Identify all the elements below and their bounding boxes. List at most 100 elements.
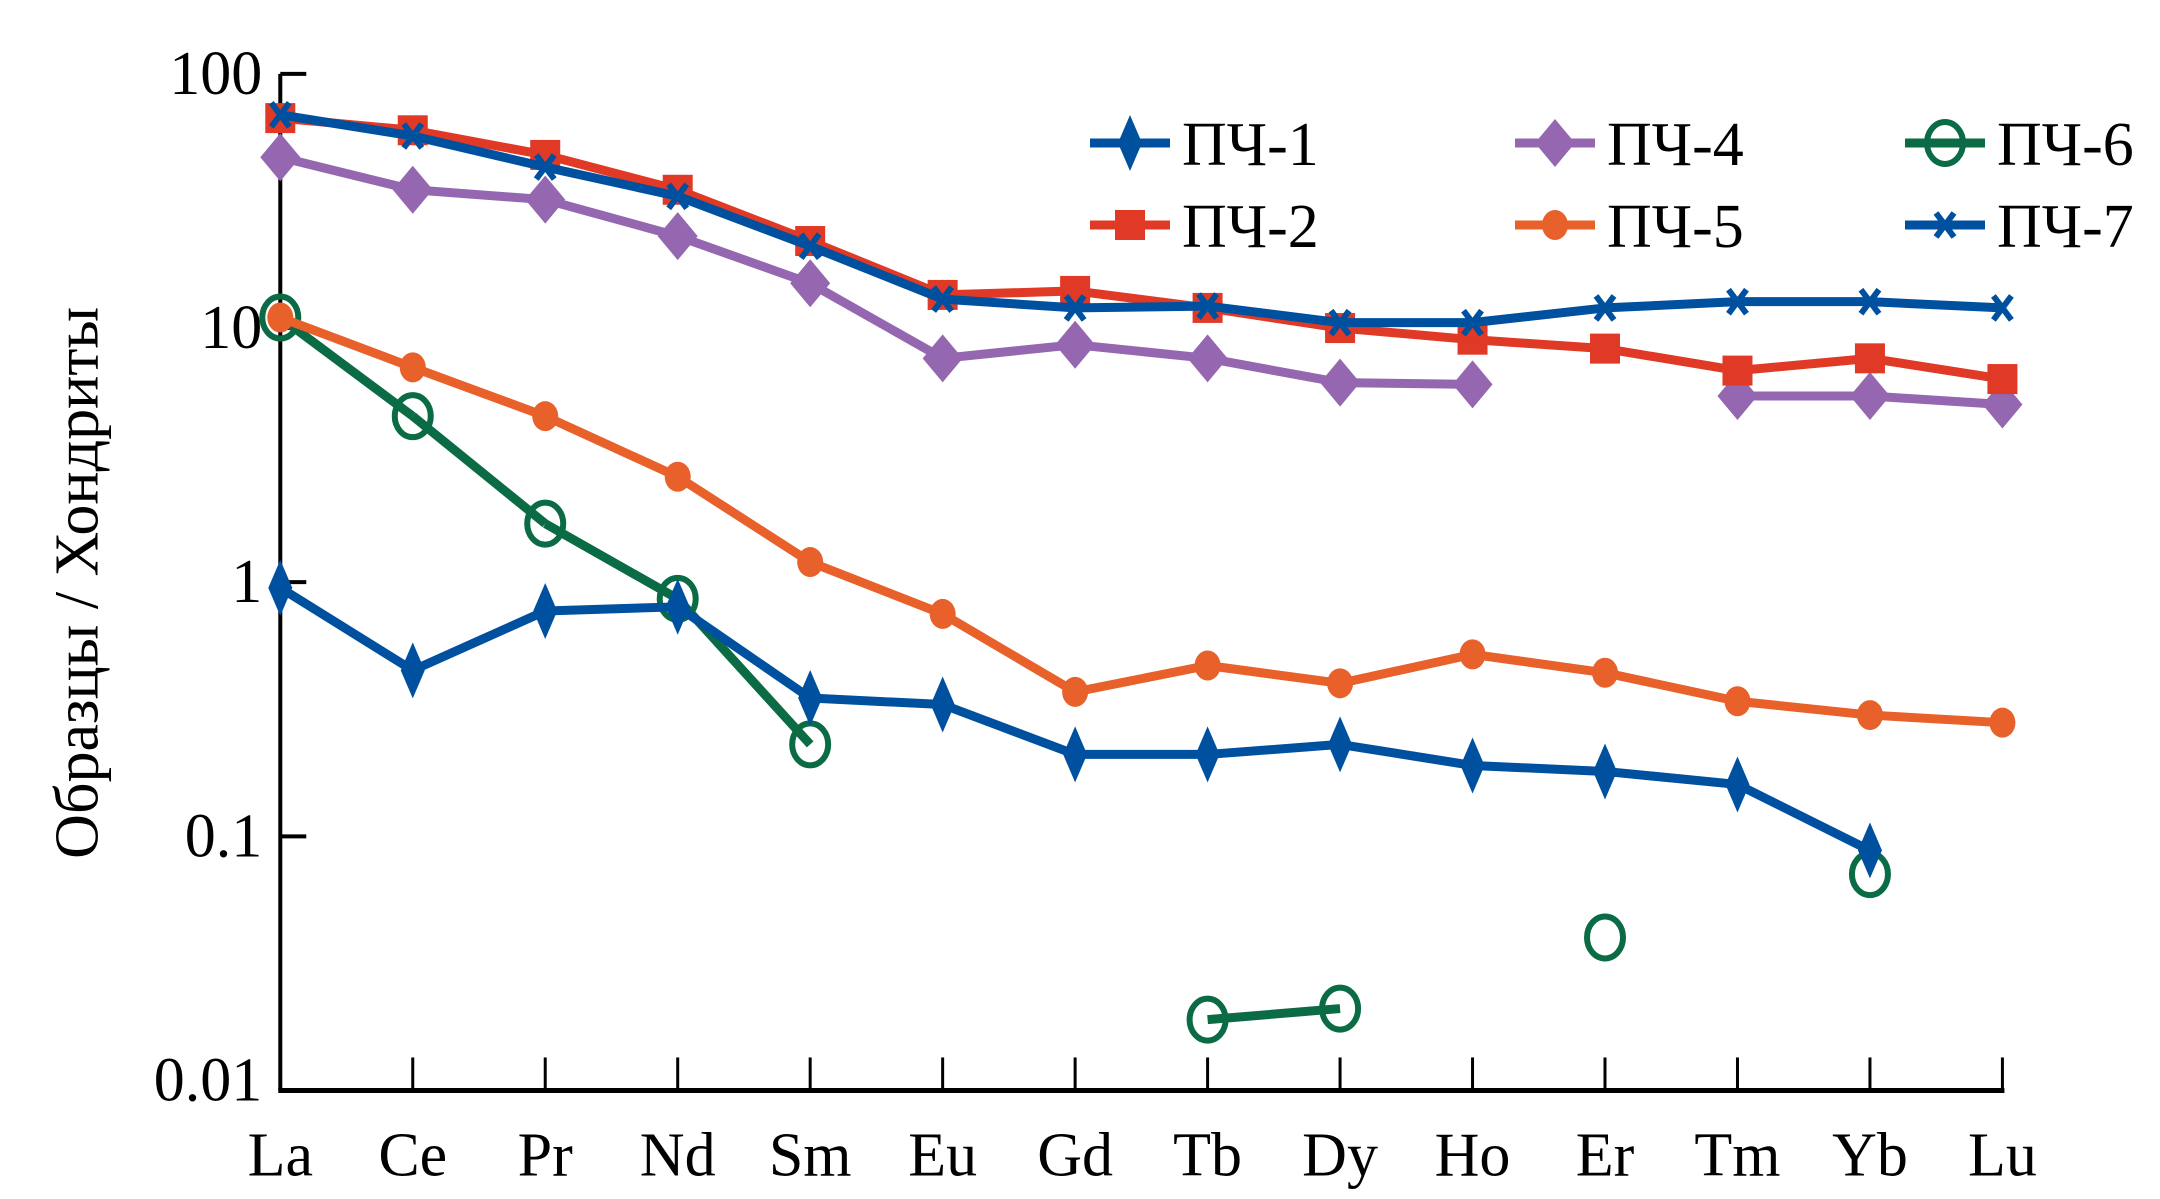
series-line-segment bbox=[1869, 297, 2003, 313]
open-circle-marker bbox=[391, 392, 434, 441]
x-marker bbox=[931, 285, 955, 313]
series-line-segment bbox=[1207, 1004, 1341, 1025]
series-line-segment bbox=[543, 519, 680, 603]
series-line-segment bbox=[411, 363, 547, 421]
series-ПЧ-1 bbox=[268, 559, 1882, 879]
series-line-segment bbox=[1471, 649, 1606, 678]
y-axis-title: Образцы / Хондриты bbox=[44, 307, 112, 859]
series-layer bbox=[259, 101, 2023, 1044]
x-marker-stroke bbox=[268, 101, 292, 129]
series-line-segment bbox=[544, 162, 679, 201]
x-marker-stroke bbox=[533, 153, 557, 181]
series-line-segment bbox=[675, 472, 813, 566]
series-line-segment bbox=[1604, 766, 1738, 789]
x-marker-stroke bbox=[931, 285, 955, 313]
series-line-segment bbox=[544, 195, 679, 241]
square-marker bbox=[1854, 343, 1885, 374]
legend-label: ПЧ-5 bbox=[1607, 193, 1744, 261]
y-tick-label: 1 bbox=[231, 548, 262, 616]
series-line-segment bbox=[1472, 760, 1606, 776]
series-line-segment bbox=[1869, 710, 2003, 728]
x-marker-stroke bbox=[1063, 294, 1087, 322]
diamond-marker bbox=[922, 334, 963, 383]
diamond-marker bbox=[392, 165, 433, 214]
thin-diamond-marker bbox=[1328, 716, 1353, 773]
square-marker bbox=[1987, 364, 2018, 395]
square-marker bbox=[1060, 275, 1091, 306]
x-marker bbox=[798, 232, 822, 260]
circle-marker bbox=[1459, 639, 1486, 670]
thin-diamond-marker bbox=[1725, 756, 1750, 813]
series-line-segment bbox=[278, 313, 415, 372]
x-marker-stroke bbox=[401, 122, 425, 150]
series-line-segment bbox=[1604, 297, 1738, 313]
series-line-segment bbox=[1737, 353, 1871, 376]
x-marker-stroke bbox=[1328, 308, 1352, 337]
series-line-segment bbox=[544, 150, 679, 195]
diamond-marker bbox=[525, 175, 566, 224]
legend-item-ПЧ-1: ПЧ-1 bbox=[1090, 111, 1319, 179]
series-ПЧ-5 bbox=[267, 302, 2016, 738]
series-line-segment bbox=[942, 294, 1076, 313]
x-marker bbox=[1933, 211, 1957, 239]
circle-marker bbox=[1194, 650, 1221, 681]
series-line-segment bbox=[1737, 696, 1871, 720]
series-ПЧ-6 bbox=[259, 293, 1891, 1044]
x-marker bbox=[666, 182, 690, 211]
circle-marker bbox=[532, 401, 559, 432]
series-line-segment bbox=[1074, 340, 1209, 363]
x-marker bbox=[1858, 287, 1882, 316]
series-line-segment bbox=[1339, 649, 1474, 688]
x-marker-stroke bbox=[1991, 294, 2014, 322]
thin-diamond-marker bbox=[1195, 726, 1220, 783]
legend-item-ПЧ-5: ПЧ-5 bbox=[1515, 193, 1744, 261]
x-marker bbox=[1726, 287, 1749, 316]
circle-marker bbox=[1592, 657, 1619, 688]
x-tick-label: Nd bbox=[640, 1121, 716, 1189]
square-marker bbox=[1115, 210, 1145, 240]
x-marker-stroke bbox=[1858, 287, 1882, 316]
diamond-marker bbox=[1187, 334, 1228, 383]
series-line-segment bbox=[941, 700, 1077, 759]
series-line-segment bbox=[1339, 323, 1473, 345]
circle-marker bbox=[267, 302, 294, 333]
x-tick-label: Eu bbox=[908, 1121, 977, 1189]
thin-diamond-marker bbox=[400, 642, 425, 699]
diamond-marker bbox=[790, 259, 831, 308]
y-tick-label: 0.01 bbox=[154, 1046, 263, 1114]
y-tick-label: 0.1 bbox=[185, 802, 263, 870]
x-marker-stroke bbox=[1196, 292, 1219, 320]
x-tick-label: Sm bbox=[769, 1121, 852, 1189]
series-line-segment bbox=[1207, 301, 1341, 328]
circle-marker bbox=[929, 598, 956, 629]
legend-label: ПЧ-4 bbox=[1607, 111, 1744, 179]
series-line-segment bbox=[1206, 353, 1341, 388]
thin-diamond-marker bbox=[665, 578, 690, 635]
series-line-segment bbox=[411, 125, 547, 160]
thin-diamond-marker bbox=[1118, 115, 1142, 171]
circle-marker bbox=[664, 461, 691, 492]
series-line-segment bbox=[809, 693, 943, 710]
square-marker bbox=[1722, 355, 1753, 386]
x-marker bbox=[268, 101, 292, 129]
legend-label: ПЧ-7 bbox=[1997, 193, 2134, 261]
x-marker-stroke bbox=[1933, 211, 1957, 239]
x-marker bbox=[1328, 308, 1352, 337]
series-line-segment bbox=[1340, 378, 1473, 389]
x-marker-stroke bbox=[1461, 308, 1484, 337]
series-line-segment bbox=[1604, 668, 1739, 706]
series-line-segment bbox=[277, 584, 416, 675]
legend: ПЧ-1 ПЧ-2 ПЧ-4 ПЧ-5 ПЧ-6 ПЧ-7 bbox=[1090, 111, 2134, 261]
x-tick-label: Tb bbox=[1173, 1121, 1242, 1189]
series-line-segment bbox=[676, 192, 812, 251]
series-line-segment bbox=[1869, 353, 2004, 384]
x-marker bbox=[1461, 308, 1484, 337]
x-tick-label: Yb bbox=[1832, 1121, 1908, 1189]
thin-diamond-marker bbox=[930, 676, 955, 733]
diamond-marker bbox=[657, 212, 698, 261]
series-line-segment bbox=[1206, 661, 1341, 688]
y-tick-label: 10 bbox=[200, 294, 262, 362]
circle-marker bbox=[1542, 210, 1568, 240]
x-marker bbox=[533, 153, 557, 181]
